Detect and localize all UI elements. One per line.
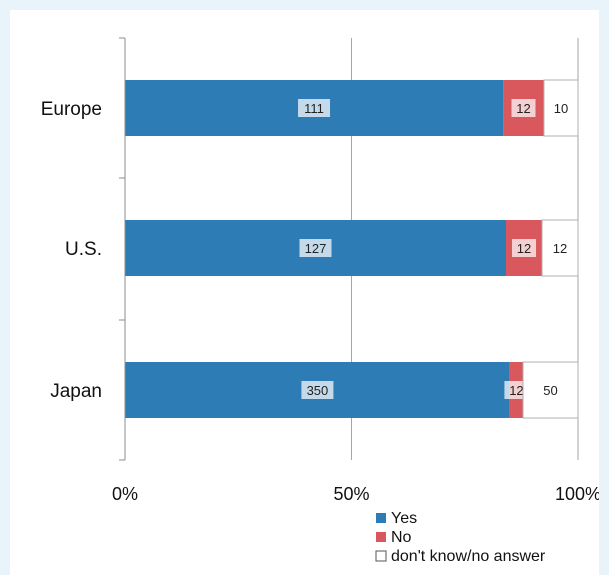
legend-label-yes: Yes [391,510,417,527]
data-label-japan-yes: 350 [307,383,329,398]
legend-label-don-t-know-no-answer: don't know/no answer [391,548,546,565]
data-label-europe-yes: 111 [304,101,324,116]
data-label-bg-europe-yes [298,99,331,117]
legend-label-no: No [391,529,412,546]
category-label-u-s: U.S. [65,239,102,260]
bar-u-s-don-t-know-no-answer [541,219,579,277]
data-label-japan-no: 12 [509,383,523,398]
stacked-bar-chart: 111 12 10 Europe 127 12 12 U.S. 350 12 50 Japan 0% 50… [41,37,599,565]
data-label-u-s-yes: 127 [305,241,327,256]
legend-swatch-no [376,532,386,542]
data-label-europe-no: 12 [516,101,530,116]
chart-frame: 111 12 10 Europe 127 12 12 U.S. 350 12 50 Japan 0% 50… [10,10,599,575]
data-label-u-s-no: 12 [517,241,531,256]
data-label-japan-don-t-know-no-answer: 50 [543,383,557,398]
x-tick-label-0: 0% [112,484,138,504]
data-label-bg-u-s-no [512,239,536,257]
data-label-europe-don-t-know-no-answer: 10 [554,101,568,116]
data-label-u-s-don-t-know-no-answer: 12 [553,241,567,256]
bar-japan-don-t-know-no-answer [522,361,579,419]
legend-swatch-don-t-know-no-answer [375,550,387,562]
category-label-europe: Europe [41,99,102,120]
data-label-bg-europe-no [511,99,536,117]
data-label-bg-japan-yes [301,381,334,399]
x-tick-label-100: 100% [555,484,599,504]
category-label-japan: Japan [50,381,102,402]
x-tick-label-50: 50% [333,484,369,504]
bar-europe-don-t-know-no-answer [543,79,579,137]
legend-swatch-yes [376,513,386,523]
data-label-bg-japan-no [504,381,529,399]
data-label-bg-u-s-yes [299,239,332,257]
